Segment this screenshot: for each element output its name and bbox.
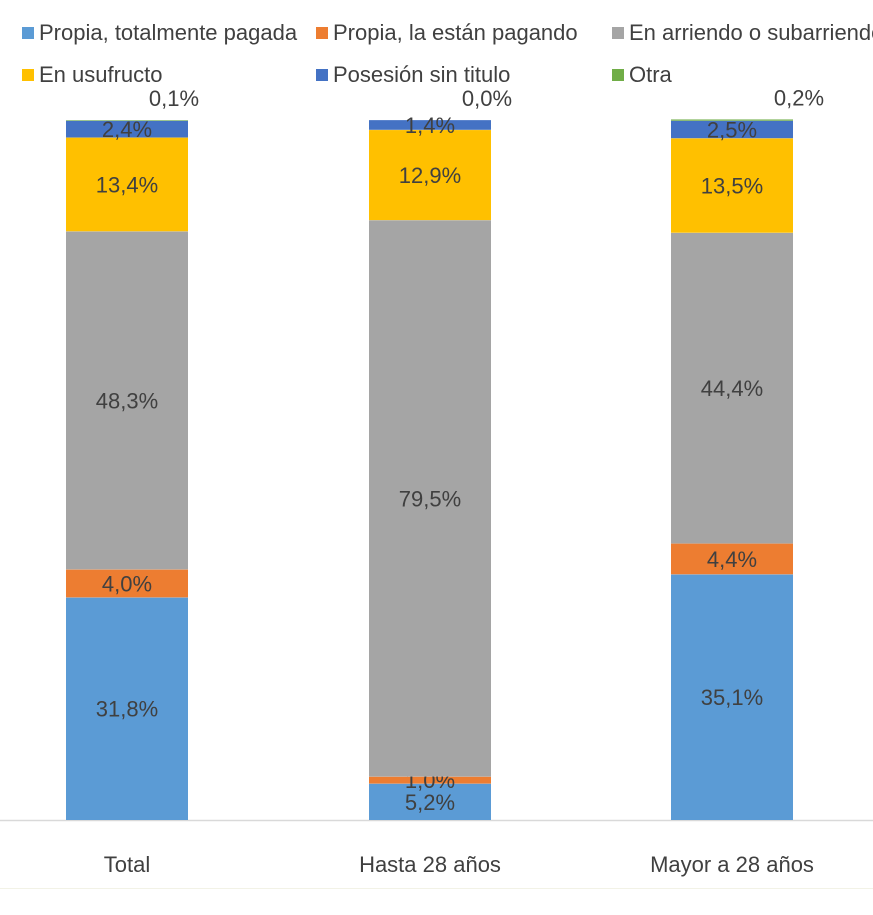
bar-segment xyxy=(671,232,793,544)
bar-segment xyxy=(671,120,793,139)
data-label: 2,5% xyxy=(707,117,757,142)
bar-segment xyxy=(369,120,491,130)
bar-segment xyxy=(66,120,188,121)
data-label: 35,1% xyxy=(701,685,763,710)
data-label: 48,3% xyxy=(96,388,158,413)
legend-label: Posesión sin titulo xyxy=(333,62,511,87)
legend-swatch xyxy=(612,27,624,39)
legend-label: Otra xyxy=(629,62,672,87)
category-label: Hasta 28 años xyxy=(359,852,501,877)
legend-label: Propia, la están pagando xyxy=(333,20,578,45)
bar-segment xyxy=(66,120,188,138)
legend-item: Posesión sin titulo xyxy=(316,62,510,88)
bar-segment xyxy=(66,597,188,820)
data-label: 13,5% xyxy=(701,173,763,198)
legend-swatch xyxy=(316,27,328,39)
data-label: 1,4% xyxy=(405,113,455,138)
legend-swatch xyxy=(22,69,34,81)
legend-label: En arriendo o subarriendo xyxy=(629,20,873,45)
data-label: 4,0% xyxy=(102,571,152,596)
bar-segment xyxy=(66,137,188,232)
bar-segment xyxy=(66,231,188,570)
legend-swatch xyxy=(612,69,624,81)
bar-segment xyxy=(671,574,793,820)
data-label: 13,4% xyxy=(96,172,158,197)
bar-segment xyxy=(66,569,188,598)
legend-item: Propia, totalmente pagada xyxy=(22,20,297,46)
bar-segment xyxy=(671,138,793,233)
bar-segment xyxy=(671,543,793,575)
data-label: 79,5% xyxy=(399,486,461,511)
legend-label: Propia, totalmente pagada xyxy=(39,20,298,45)
legend-item: Otra xyxy=(612,62,672,88)
data-label: 31,8% xyxy=(96,697,158,722)
bar-segment xyxy=(369,220,491,777)
bar-segment xyxy=(671,119,793,121)
legend-swatch xyxy=(316,69,328,81)
data-label: 44,4% xyxy=(701,376,763,401)
legend-swatch xyxy=(22,27,34,39)
data-label: 0,2% xyxy=(774,85,824,110)
bar-segment xyxy=(369,776,491,784)
bar-segment xyxy=(369,129,491,221)
data-label: 0,1% xyxy=(149,86,199,111)
legend-item: En arriendo o subarriendo xyxy=(612,20,873,46)
category-label: Total xyxy=(104,852,150,877)
legend-item: En usufructo xyxy=(22,62,163,88)
category-label: Mayor a 28 años xyxy=(650,852,814,877)
legend-item: Propia, la están pagando xyxy=(316,20,578,46)
legend-label: En usufructo xyxy=(39,62,163,87)
data-label: 2,4% xyxy=(102,117,152,142)
data-label: 4,4% xyxy=(707,547,757,572)
bar-segment xyxy=(369,783,491,820)
data-label: 12,9% xyxy=(399,163,461,188)
data-label: 0,0% xyxy=(462,86,512,111)
data-label: 5,2% xyxy=(405,790,455,815)
